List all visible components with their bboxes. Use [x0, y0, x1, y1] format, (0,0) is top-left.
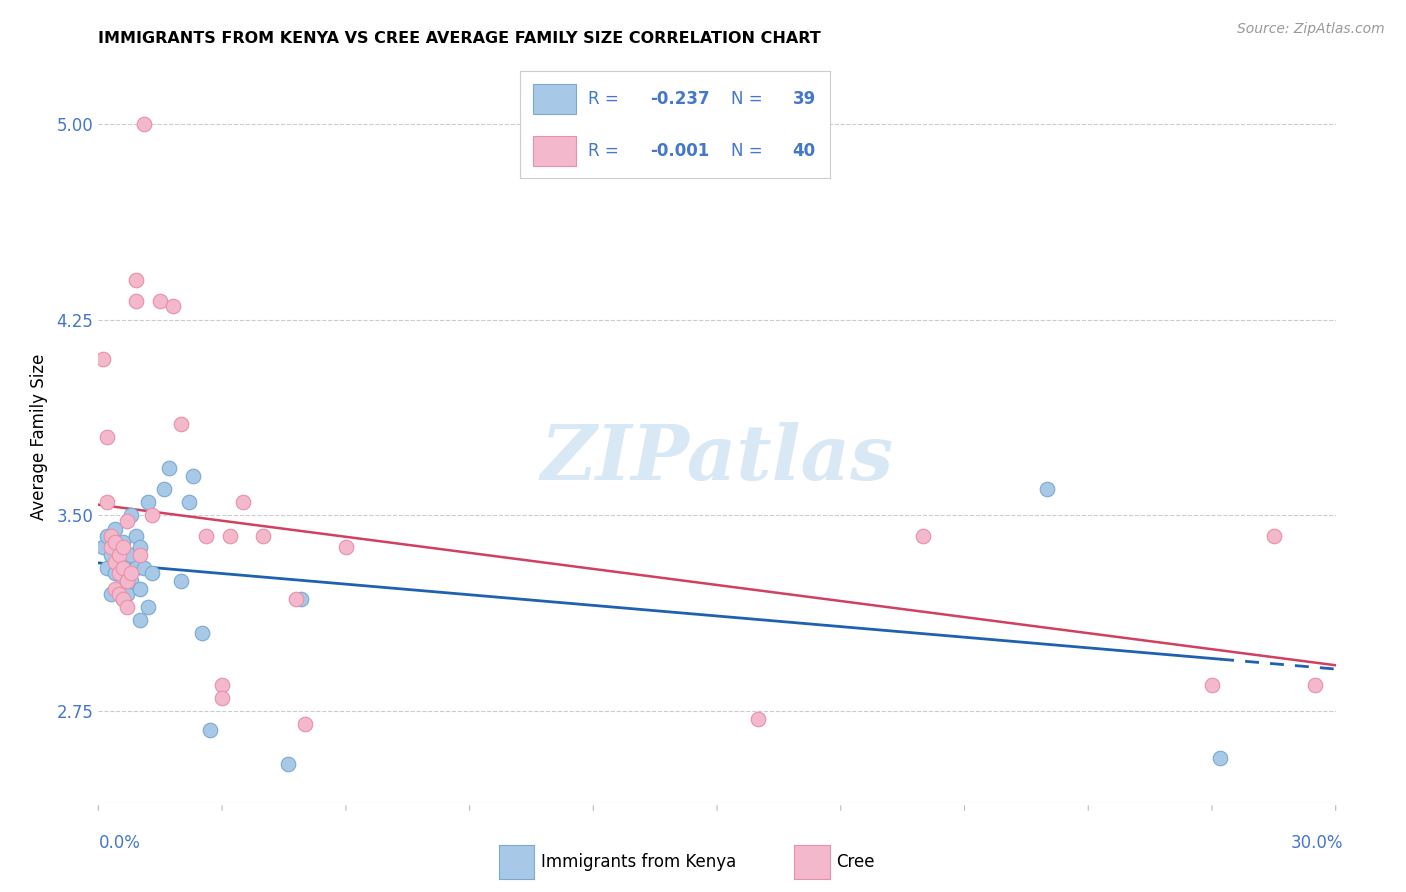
Point — [104, 556, 127, 570]
Point — [96, 495, 118, 509]
Point — [128, 540, 150, 554]
Point — [1201, 678, 1223, 692]
Point — [170, 574, 193, 588]
Point — [96, 430, 118, 444]
Text: IMMIGRANTS FROM KENYA VS CREE AVERAGE FAMILY SIZE CORRELATION CHART: IMMIGRANTS FROM KENYA VS CREE AVERAGE FA… — [98, 31, 821, 46]
Point — [1036, 483, 1059, 497]
Point — [108, 587, 131, 601]
Point — [100, 540, 122, 554]
Text: R =: R = — [588, 90, 624, 108]
Point — [124, 529, 146, 543]
Point — [1263, 529, 1285, 543]
Point — [747, 712, 769, 726]
Point — [108, 556, 131, 570]
Point — [912, 529, 935, 543]
Point — [290, 592, 312, 607]
Point — [104, 534, 127, 549]
Point — [108, 548, 131, 562]
Point — [112, 560, 135, 574]
Point — [120, 566, 142, 580]
Point — [252, 529, 274, 543]
Point — [1303, 678, 1326, 692]
Y-axis label: Average Family Size: Average Family Size — [31, 354, 48, 520]
Point — [124, 560, 146, 574]
Text: ZIPatlas: ZIPatlas — [540, 422, 894, 496]
Point — [141, 566, 163, 580]
Point — [128, 548, 150, 562]
Point — [117, 548, 139, 562]
Point — [117, 560, 139, 574]
Point — [104, 566, 127, 580]
Text: Source: ZipAtlas.com: Source: ZipAtlas.com — [1237, 22, 1385, 37]
Point — [190, 626, 212, 640]
Point — [117, 574, 139, 588]
Point — [162, 300, 184, 314]
Point — [181, 469, 204, 483]
Point — [136, 599, 159, 614]
Point — [157, 461, 180, 475]
Text: Immigrants from Kenya: Immigrants from Kenya — [541, 853, 737, 871]
Text: 39: 39 — [793, 90, 815, 108]
Text: R =: R = — [588, 142, 624, 160]
Point — [335, 540, 357, 554]
Point — [179, 495, 201, 509]
Text: Cree: Cree — [837, 853, 875, 871]
Point — [104, 521, 127, 535]
Point — [100, 587, 122, 601]
Text: 0.0%: 0.0% — [98, 834, 141, 852]
Point — [132, 560, 155, 574]
Point — [198, 723, 221, 737]
Point — [108, 582, 131, 596]
Point — [194, 529, 217, 543]
Bar — [533, 84, 576, 114]
Point — [112, 574, 135, 588]
Point — [128, 582, 150, 596]
Point — [96, 529, 118, 543]
Point — [153, 483, 176, 497]
Point — [232, 495, 254, 509]
Point — [211, 691, 233, 706]
Bar — [533, 136, 576, 166]
Point — [117, 599, 139, 614]
Point — [112, 540, 135, 554]
Text: -0.001: -0.001 — [650, 142, 710, 160]
Point — [112, 534, 135, 549]
Text: N =: N = — [731, 142, 768, 160]
Point — [91, 351, 114, 366]
Point — [149, 294, 172, 309]
Text: -0.237: -0.237 — [650, 90, 710, 108]
Point — [112, 592, 135, 607]
Point — [91, 540, 114, 554]
Point — [170, 417, 193, 431]
Point — [100, 529, 122, 543]
Point — [100, 548, 122, 562]
Point — [285, 592, 308, 607]
Point — [108, 540, 131, 554]
Point — [294, 717, 316, 731]
Point — [136, 495, 159, 509]
Point — [120, 574, 142, 588]
Point — [117, 587, 139, 601]
Point — [1209, 751, 1232, 765]
Point — [124, 294, 146, 309]
Point — [120, 508, 142, 523]
Point — [104, 582, 127, 596]
Point — [132, 117, 155, 131]
Text: 40: 40 — [793, 142, 815, 160]
Point — [211, 678, 233, 692]
Point — [219, 529, 242, 543]
Point — [112, 592, 135, 607]
Point — [108, 566, 131, 580]
Point — [96, 560, 118, 574]
Text: 30.0%: 30.0% — [1291, 834, 1343, 852]
Point — [141, 508, 163, 523]
Point — [128, 613, 150, 627]
Point — [117, 514, 139, 528]
Point — [120, 548, 142, 562]
Text: N =: N = — [731, 90, 768, 108]
Point — [124, 273, 146, 287]
Point — [277, 756, 299, 771]
